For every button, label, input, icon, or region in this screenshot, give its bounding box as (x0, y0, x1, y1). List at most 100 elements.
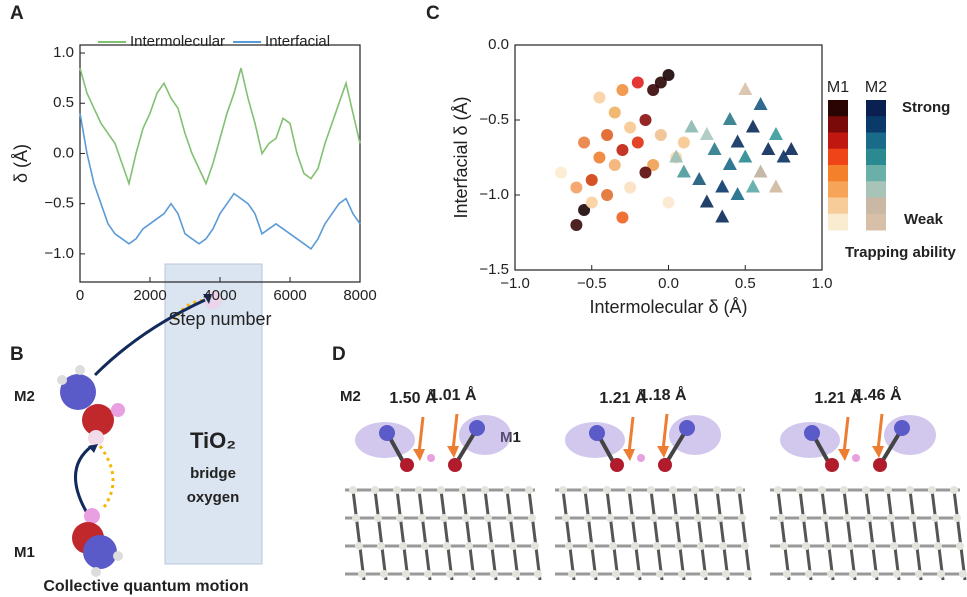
triangle-point (776, 149, 791, 163)
atom (113, 551, 123, 561)
circle-point (639, 114, 652, 126)
lattice-atom (909, 514, 917, 522)
lattice-atom (418, 514, 426, 522)
lattice-atom (562, 514, 570, 522)
lattice-atom (669, 486, 677, 494)
colorbar-cell (828, 132, 848, 150)
lattice-atom (568, 570, 576, 578)
lattice-atom (865, 514, 873, 522)
tio2-box (164, 263, 263, 565)
triangle-point (753, 164, 768, 178)
lattice-atom (893, 570, 901, 578)
lattice-bond (483, 489, 498, 581)
circle-point (624, 181, 637, 194)
y-tick-label: −1.0 (44, 245, 74, 262)
arrow-head (657, 446, 669, 458)
lattice-bond (649, 489, 664, 581)
panel-label: C (426, 3, 440, 24)
atom-n (469, 420, 485, 436)
molecule-label: M2 (340, 388, 361, 405)
triangle-point (761, 142, 776, 155)
lattice-atom (799, 514, 807, 522)
panel-label: B (10, 344, 24, 365)
lattice-bond (373, 489, 388, 581)
circle-point (616, 144, 629, 156)
distance-label: 1.21 Å (599, 388, 647, 407)
colorbar-cell (828, 165, 848, 182)
lattice-bond (864, 489, 879, 581)
arrow (661, 413, 669, 451)
distance-label: 1.50 Å (389, 388, 437, 407)
molecule-label: M2 (14, 388, 35, 405)
lattice-bond (561, 489, 576, 581)
lattice-atom (402, 570, 410, 578)
triangle-point (699, 127, 714, 140)
atom (57, 375, 67, 385)
y-tick-label: −1.0 (479, 186, 509, 203)
colorbar-cell (828, 100, 848, 117)
lattice-atom (443, 542, 451, 550)
lattice-atom (437, 486, 445, 494)
triangle-point (669, 149, 684, 163)
circle-point (608, 159, 621, 171)
atom (82, 404, 114, 436)
arrow (451, 413, 459, 451)
x-tick-label: −1.0 (500, 275, 530, 292)
colorbar-cell (866, 181, 886, 198)
circle-point (631, 136, 644, 149)
atom-n (894, 420, 910, 436)
lattice-atom (349, 486, 357, 494)
circle-point (677, 136, 690, 149)
lattice-atom (915, 570, 923, 578)
colorbar-bottom: Weak (904, 211, 944, 228)
atom-n (379, 425, 395, 441)
arrow (627, 416, 635, 454)
lattice-atom (446, 570, 454, 578)
y-tick-label: 0.5 (53, 94, 74, 111)
arrow (417, 416, 425, 454)
circle-point (654, 76, 667, 89)
x-tick-label: 6000 (273, 287, 306, 304)
lattice-bond (461, 489, 476, 581)
atom-h (427, 454, 435, 462)
arrow (842, 416, 850, 454)
atom (83, 535, 117, 569)
lattice-atom (506, 514, 514, 522)
circle-point (585, 196, 598, 209)
lattice-atom (691, 486, 699, 494)
lattice-atom (890, 542, 898, 550)
lattice-atom (656, 570, 664, 578)
lattice-atom (612, 570, 620, 578)
lattice-atom (849, 570, 857, 578)
lattice-atom (509, 542, 517, 550)
lattice-atom (393, 486, 401, 494)
lattice-atom (678, 570, 686, 578)
colorbar-cell (866, 148, 886, 166)
circle-point (570, 219, 583, 231)
lattice-atom (738, 514, 746, 522)
lattice-bond (351, 489, 366, 581)
colorbar-cell (866, 132, 886, 150)
atom-n (679, 420, 695, 436)
lattice-bond (886, 489, 901, 581)
lattice-atom (959, 570, 967, 578)
line-series (79, 67, 361, 187)
circle-point (639, 166, 652, 179)
lattice-atom (735, 486, 743, 494)
lattice-atom (631, 542, 639, 550)
caption: Collective quantum motion (43, 578, 248, 595)
arrow-head (413, 449, 425, 461)
arrow (93, 298, 206, 377)
arrow-head (872, 446, 884, 458)
lattice-atom (884, 486, 892, 494)
molecule-label: M1 (500, 429, 521, 446)
x-tick-label: 4000 (203, 287, 236, 304)
triangle-point (753, 97, 768, 110)
lattice-atom (590, 570, 598, 578)
lattice-atom (887, 514, 895, 522)
lattice-atom (512, 570, 520, 578)
circle-point (662, 69, 675, 81)
circle-point (647, 84, 660, 96)
lattice-atom (956, 542, 964, 550)
lattice-atom (931, 514, 939, 522)
